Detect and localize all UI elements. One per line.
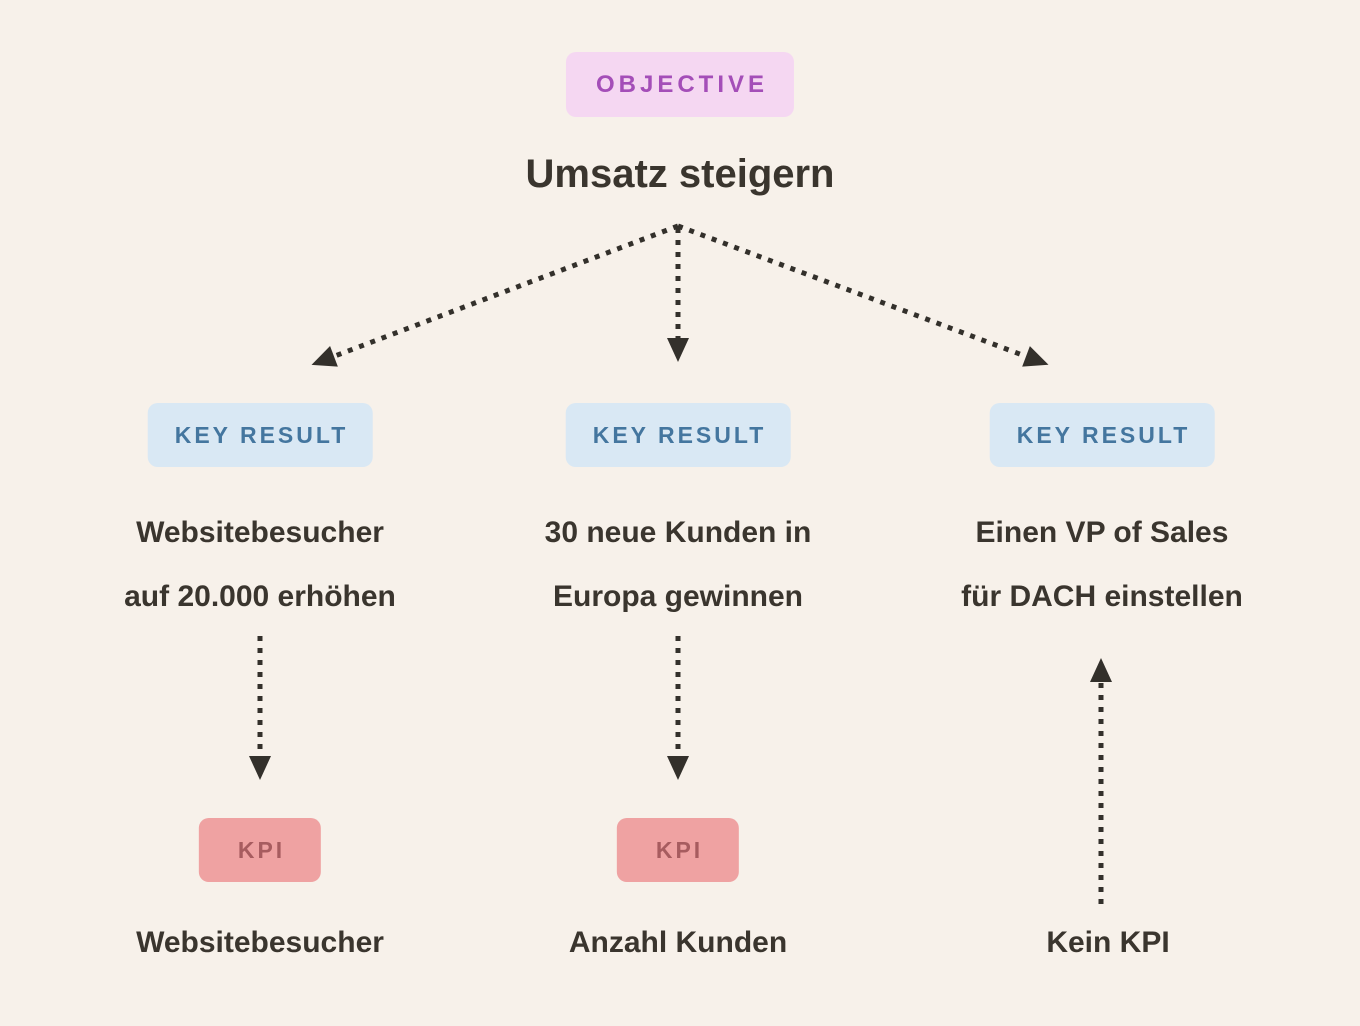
kpi-label-3: Kein KPI: [1046, 926, 1170, 959]
key-result-2-line1: 30 neue Kunden in: [544, 516, 812, 549]
kpi-badge-1: KPI: [198, 818, 322, 882]
kpi-label-1: Websitebesucher: [136, 926, 384, 959]
key-result-badge-1: KEY RESULT: [147, 403, 373, 467]
key-result-1-line1: Websitebesucher: [136, 516, 384, 549]
objective-badge: OBJECTIVE: [565, 52, 795, 117]
key-result-2-line2: Europa gewinnen: [552, 580, 804, 613]
key-result-text-1: Websitebesucher auf 20.000 erhöhen: [124, 501, 396, 629]
kpi-badge-2: KPI: [616, 818, 740, 882]
key-result-badge-3: KEY RESULT: [989, 403, 1215, 467]
key-result-1-line2: auf 20.000 erhöhen: [124, 580, 396, 613]
arrow-objective-to-kr3: [677, 223, 1049, 367]
kpi-label-2: Anzahl Kunden: [568, 926, 788, 959]
key-result-3-line2: für DACH einstellen: [961, 580, 1243, 613]
objective-title: Umsatz steigern: [525, 152, 835, 196]
arrow-objective-to-kr1: [311, 223, 679, 367]
key-result-3-line1: Einen VP of Sales: [975, 516, 1229, 549]
key-result-text-3: Einen VP of Sales für DACH einstellen: [961, 501, 1243, 629]
key-result-text-2: 30 neue Kunden in Europa gewinnen: [545, 501, 812, 629]
key-result-badge-2: KEY RESULT: [565, 403, 791, 467]
